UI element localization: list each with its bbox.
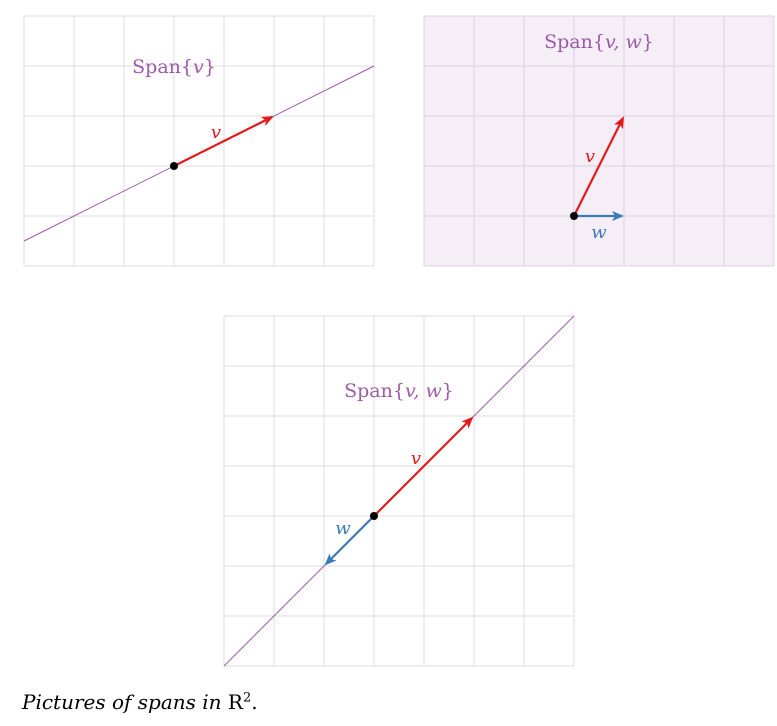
panel-span-vw-plane: Span{v, w} v w <box>423 15 775 267</box>
vector-v-label: v <box>411 448 421 469</box>
panel-span-vw-line: Span{v, w} v w <box>223 315 575 667</box>
span-vw-plane-label: Span{v, w} <box>544 31 654 53</box>
origin-point <box>170 162 178 170</box>
figure-caption: Pictures of spans in R2. <box>22 690 258 714</box>
vector-w <box>324 515 375 566</box>
vector-v <box>373 416 474 517</box>
caption-end: . <box>251 690 258 714</box>
origin-point <box>370 512 378 520</box>
origin-point <box>570 212 578 220</box>
caption-field: R <box>227 690 243 714</box>
span-vw-line-label: Span{v, w} <box>344 380 454 402</box>
vector-v <box>573 116 624 217</box>
spans-figure: Span{v} v Span{v, w} v w <box>23 15 775 667</box>
panel-span-v-line: Span{v} v <box>23 15 375 267</box>
vector-v-label: v <box>211 122 221 143</box>
vector-v-label: v <box>585 146 595 167</box>
span-plane-fill <box>424 16 774 266</box>
vector-w-label: w <box>335 518 351 539</box>
vector-w-label: w <box>591 222 607 243</box>
caption-text: Pictures of spans in <box>22 690 228 714</box>
grid-panel-3 <box>223 315 575 667</box>
caption-exponent: 2 <box>242 690 252 706</box>
vector-v <box>173 116 274 167</box>
span-v-label: Span{v} <box>132 56 216 78</box>
grid-panel-1 <box>23 15 375 267</box>
